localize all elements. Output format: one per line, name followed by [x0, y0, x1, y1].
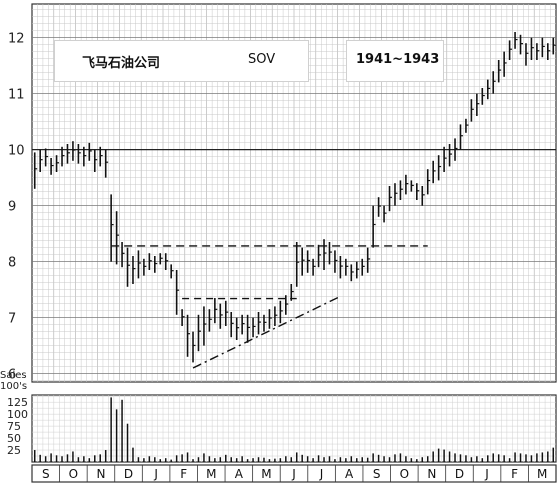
month-label: J	[484, 467, 489, 481]
volume-tick-label: 25	[7, 444, 21, 457]
month-label: F	[511, 467, 518, 481]
period-box	[346, 40, 444, 82]
month-label: F	[180, 467, 187, 481]
volume-tick-label: 75	[7, 420, 21, 433]
month-label: A	[345, 467, 354, 481]
month-label: N	[427, 467, 436, 481]
price-bars	[33, 32, 556, 363]
pattern-lines	[111, 245, 428, 369]
volume-tick-label: 125	[7, 396, 28, 409]
ticker-label: SOV	[248, 52, 276, 67]
y-tick-label: 10	[8, 144, 25, 159]
y-tick-label: 11	[8, 88, 25, 103]
month-label: J	[153, 467, 158, 481]
volume-bars	[33, 397, 555, 462]
y-tick-label: 7	[8, 312, 16, 327]
y-tick-label: 9	[8, 200, 16, 215]
month-label: O	[69, 467, 78, 481]
rising-trendline	[192, 295, 341, 369]
sales-axis-label: Sales	[0, 370, 27, 381]
month-label: M	[206, 467, 216, 481]
period-label: 1941~1943	[356, 52, 440, 67]
y-tick-label: 12	[8, 32, 25, 47]
month-strip	[31, 464, 557, 483]
month-label: M	[261, 467, 271, 481]
month-label: S	[373, 467, 381, 481]
volume-tick-label: 100	[7, 408, 28, 421]
month-label: M	[537, 467, 547, 481]
month-label: S	[42, 467, 50, 481]
y-tick-label: 8	[8, 256, 16, 271]
month-label: J	[291, 467, 296, 481]
month-label: O	[400, 467, 409, 481]
month-label: D	[455, 467, 464, 481]
volume-grid	[31, 394, 557, 463]
volume-tick-label: 50	[7, 432, 21, 445]
y-tick-label: 6	[8, 368, 16, 383]
title-box	[54, 40, 309, 82]
chart-title: 飞马石油公司	[82, 56, 161, 71]
month-label: A	[235, 467, 244, 481]
month-label: J	[319, 467, 324, 481]
month-label: N	[96, 467, 105, 481]
month-label: D	[124, 467, 133, 481]
sales-axis-label: 100's	[0, 381, 27, 392]
